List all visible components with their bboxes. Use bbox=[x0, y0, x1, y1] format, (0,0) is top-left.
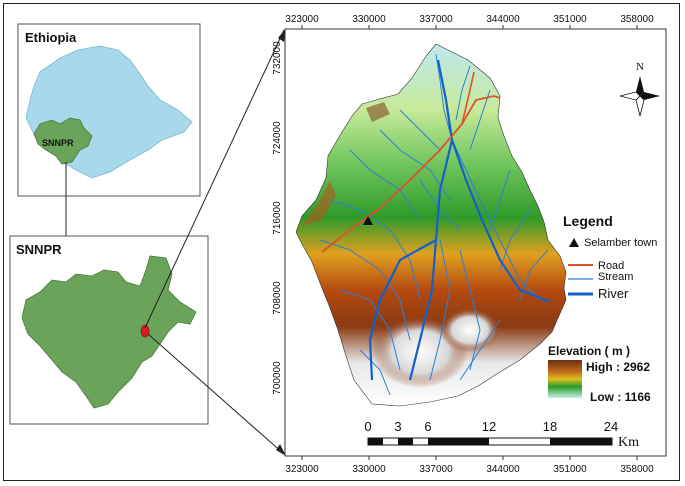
study-area-marker bbox=[140, 324, 150, 338]
brown-ridge-west bbox=[302, 180, 336, 226]
y-tick-3: 716000 bbox=[272, 201, 283, 235]
watershed-dem bbox=[295, 43, 567, 407]
snnpr-region-small bbox=[33, 117, 93, 165]
x-tick-bottom-3: 337000 bbox=[419, 464, 453, 475]
legend-town-icon bbox=[569, 238, 579, 247]
legend-town-label: Selamber town bbox=[584, 237, 657, 249]
scale-label-12: 12 bbox=[482, 419, 496, 434]
x-tick-top-4: 344000 bbox=[486, 14, 520, 25]
elevation-title: Elevation ( m ) bbox=[548, 344, 630, 358]
scale-unit-label: Km bbox=[618, 435, 639, 450]
north-label: N bbox=[636, 61, 644, 73]
snnpr-inset-title: SNNPR bbox=[16, 242, 62, 257]
elevation-low-label: Low : 1166 bbox=[590, 390, 651, 404]
map-frame bbox=[3, 3, 680, 481]
x-tick-top-6: 358000 bbox=[620, 14, 654, 25]
x-tick-top-3: 337000 bbox=[419, 14, 453, 25]
x-tick-bottom-4: 344000 bbox=[486, 464, 520, 475]
legend-road-label: Road bbox=[598, 260, 624, 272]
scale-label-6: 6 bbox=[424, 419, 431, 434]
stream-network bbox=[319, 53, 549, 396]
scale-label-3: 3 bbox=[394, 419, 401, 434]
snnpr-region-large bbox=[21, 255, 197, 409]
x-tick-top-1: 323000 bbox=[285, 14, 319, 25]
legend-title: Legend bbox=[563, 213, 613, 229]
snnpr-small-label: SNNPR bbox=[42, 138, 74, 148]
x-tick-bottom-6: 358000 bbox=[620, 464, 654, 475]
x-tick-bottom-1: 323000 bbox=[285, 464, 319, 475]
top-ticks bbox=[301, 25, 638, 29]
ethiopia-inset-title: Ethiopia bbox=[25, 30, 77, 45]
y-tick-1: 732000 bbox=[272, 41, 283, 75]
y-tick-4: 708000 bbox=[272, 281, 283, 315]
zoom-line-top bbox=[144, 29, 285, 329]
x-tick-top-2: 330000 bbox=[352, 14, 386, 25]
legend-river-label: River bbox=[598, 286, 629, 301]
highland-peak-2 bbox=[440, 308, 500, 352]
scale-label-24: 24 bbox=[604, 419, 618, 434]
road-branch bbox=[461, 71, 475, 125]
x-tick-top-5: 351000 bbox=[553, 14, 587, 25]
bottom-ticks bbox=[301, 456, 638, 460]
x-tick-bottom-2: 330000 bbox=[352, 464, 386, 475]
elevation-high-label: High : 2962 bbox=[586, 360, 650, 374]
selamber-town-marker bbox=[363, 216, 373, 225]
zoom-arrow-bottom bbox=[276, 444, 286, 456]
road-line bbox=[321, 95, 501, 253]
brown-ridge-north bbox=[366, 102, 390, 122]
zoom-arrow-top bbox=[278, 28, 286, 42]
legend-stream-label: Stream bbox=[598, 271, 633, 283]
zoom-line-bottom bbox=[147, 333, 285, 455]
river-network bbox=[368, 59, 551, 381]
north-arrow-icon bbox=[619, 76, 660, 117]
y-tick-5: 700000 bbox=[272, 361, 283, 395]
elevation-color-ramp bbox=[548, 360, 582, 398]
scale-bar bbox=[367, 437, 613, 446]
y-tick-2: 724000 bbox=[272, 121, 283, 155]
scale-label-0: 0 bbox=[364, 419, 371, 434]
x-tick-bottom-5: 351000 bbox=[553, 464, 587, 475]
scale-label-18: 18 bbox=[543, 419, 557, 434]
